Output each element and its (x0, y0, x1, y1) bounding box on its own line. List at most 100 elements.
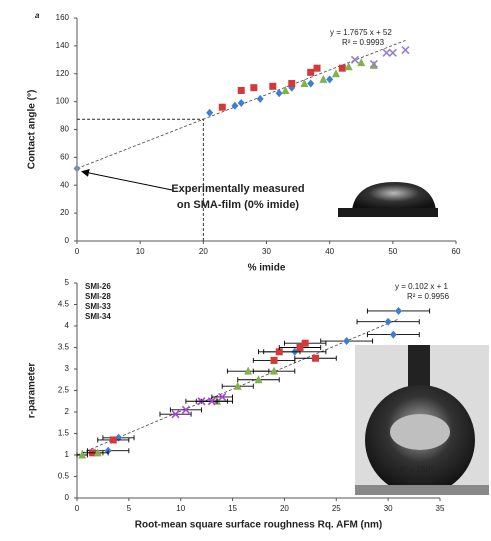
legend-entry: SMI-26 (85, 282, 111, 291)
point (207, 397, 216, 406)
fit-r2: R² = 0.9993 (342, 38, 385, 47)
point (281, 85, 290, 94)
fit-equation: y = 0.102 x + 1 (395, 282, 448, 291)
droplet-photo (338, 172, 438, 218)
point (93, 448, 102, 457)
x-tick-label: 0 (75, 247, 80, 256)
point (296, 344, 304, 351)
inset-label: θ* = 150° (400, 465, 433, 474)
point (312, 354, 320, 362)
point (275, 89, 283, 98)
point (269, 82, 277, 90)
y-tick-label: 1 (65, 450, 70, 459)
point (73, 164, 81, 173)
y-tick-label: 4.5 (58, 300, 70, 309)
y-tick-label: 120 (56, 69, 70, 78)
y-tick-label: 0.5 (58, 472, 70, 481)
x-tick-label: 15 (228, 504, 237, 513)
x-axis-title: Root-mean square surface roughness Rq. A… (135, 520, 382, 531)
point (357, 58, 366, 67)
point (109, 436, 117, 444)
legend-entry: SMI-33 (85, 302, 111, 311)
x-tick-label: 40 (325, 247, 334, 256)
point (384, 317, 392, 326)
x-tick-label: 50 (388, 247, 397, 256)
point (206, 108, 214, 117)
y-tick-label: 40 (60, 180, 69, 189)
point (350, 55, 359, 64)
point (231, 101, 239, 110)
point (250, 84, 258, 92)
point (313, 64, 321, 72)
point (388, 48, 397, 57)
y-tick-label: 2.5 (58, 386, 70, 395)
x-tick-label: 10 (136, 247, 145, 256)
point (288, 80, 296, 88)
reference-line (77, 118, 204, 241)
y-tick-label: 3.5 (58, 343, 70, 352)
x-tick-label: 5 (127, 504, 132, 513)
y-tick-label: 140 (56, 41, 70, 50)
point (343, 337, 351, 346)
point (369, 59, 378, 69)
point (338, 64, 346, 72)
point (181, 405, 190, 414)
x-tick-label: 20 (199, 247, 208, 256)
point (300, 79, 309, 88)
point (237, 99, 245, 108)
panel-label: a (35, 11, 40, 20)
y-tick-label: 4 (65, 321, 70, 330)
y-tick-label: 2 (65, 407, 70, 416)
fit-equation: y = 1.7675 x + 52 (330, 28, 392, 37)
annotation: on SMA-film (0% imide) (177, 199, 300, 211)
x-tick-label: 20 (280, 504, 289, 513)
y-tick-label: 100 (56, 97, 70, 106)
y-tick-label: 1.5 (58, 429, 70, 438)
x-axis-title: % imide (248, 263, 286, 274)
x-tick-label: 30 (262, 247, 271, 256)
y-tick-label: 0 (65, 236, 70, 245)
annotation: Experimentally measured (171, 183, 304, 195)
point (218, 392, 227, 402)
point (326, 75, 334, 84)
y-axis-title: Contact angle (°) (27, 90, 38, 170)
point (244, 366, 253, 375)
point (233, 381, 242, 390)
point (395, 306, 403, 315)
point (256, 94, 264, 103)
point (275, 348, 283, 356)
y-tick-label: 0 (65, 493, 70, 502)
point (307, 68, 315, 76)
x-tick-label: 0 (75, 504, 80, 513)
legend-entry: SMI-34 (85, 312, 111, 321)
point (301, 339, 309, 347)
point (401, 45, 410, 55)
point (331, 69, 340, 78)
point (344, 62, 353, 71)
point (78, 450, 87, 459)
legend-entry: SMI-28 (85, 292, 111, 301)
point (319, 74, 328, 83)
y-tick-label: 20 (60, 208, 69, 217)
point (254, 375, 263, 384)
point (218, 103, 226, 111)
inset-photo (355, 345, 489, 495)
point (307, 79, 315, 88)
x-tick-label: 25 (332, 504, 341, 513)
point (382, 48, 391, 57)
y-tick-label: 60 (60, 152, 69, 161)
x-tick-label: 30 (384, 504, 393, 513)
annotation-arrow (81, 169, 173, 191)
point (237, 86, 245, 94)
y-tick-label: 80 (60, 125, 69, 134)
y-tick-label: 5 (65, 278, 70, 287)
point (270, 366, 279, 375)
y-tick-label: 3 (65, 364, 70, 373)
x-tick-label: 10 (176, 504, 185, 513)
point (270, 356, 278, 364)
fit-r2: R² = 0.9956 (407, 292, 450, 301)
point (171, 410, 180, 419)
x-tick-label: 60 (452, 247, 461, 256)
x-tick-label: 35 (436, 504, 445, 513)
